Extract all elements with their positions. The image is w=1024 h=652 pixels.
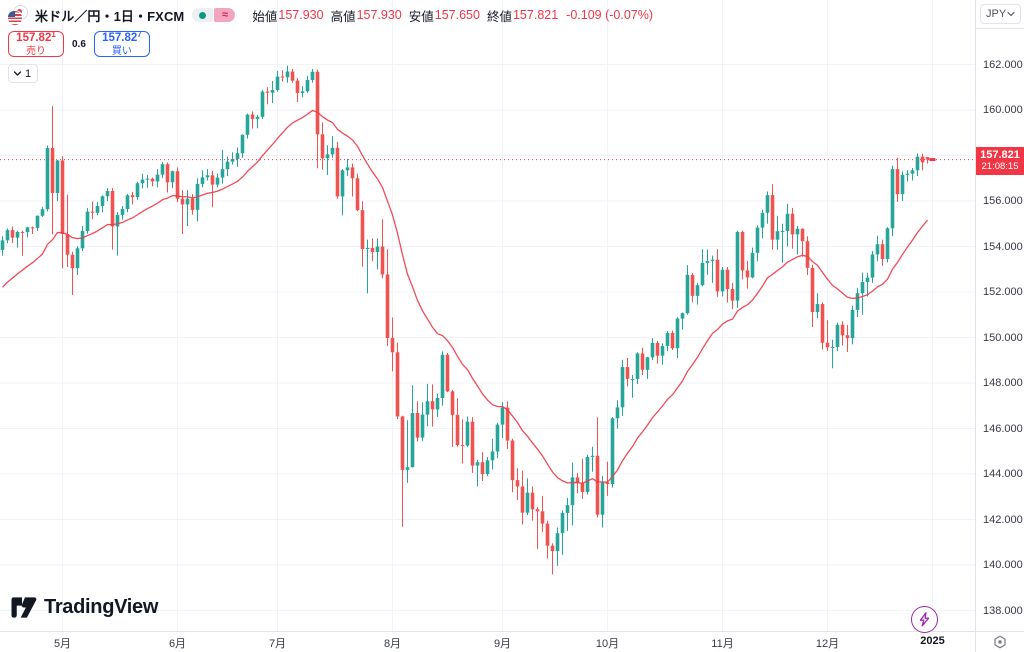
time-axis-label: 7月	[268, 638, 287, 650]
change-value: -0.109 (-0.07%)	[566, 8, 654, 22]
close-value: 157.821	[512, 8, 559, 22]
symbol-title[interactable]: 米ドル／円・1日・FXCM	[35, 8, 185, 24]
low-value: 157.650	[434, 8, 480, 22]
bar-countdown: 21:08:15	[981, 161, 1019, 173]
price-axis-label: 140.000	[983, 559, 1023, 571]
market-open-dot-icon	[192, 8, 214, 22]
gear-icon	[994, 635, 1006, 649]
interval-label: 1	[25, 67, 32, 80]
market-status-badges[interactable]: ≈	[192, 8, 236, 22]
open-label: 始値	[252, 9, 278, 24]
interval-selector-button[interactable]: 1	[8, 64, 39, 83]
currency-dropdown[interactable]: JPY	[980, 4, 1021, 24]
symbol-header: 米ドル／円・1日・FXCM ≈ 始値 157.930 高値 157.930 安値…	[8, 4, 653, 26]
price-axis-label: 154.000	[983, 240, 1023, 253]
price-axis-label: 150.000	[983, 331, 1023, 344]
currency-label: JPY	[986, 8, 1007, 20]
tradingview-logo[interactable]: TradingView	[10, 596, 158, 619]
time-axis-label: 2025	[920, 635, 945, 647]
time-axis-label: 6月	[168, 638, 187, 650]
ohlc-values: 始値 157.930 高値 157.930 安値 157.650 終値 157.…	[252, 6, 653, 25]
delayed-data-icon: ≈	[214, 8, 236, 22]
price-axis-label: 144.000	[983, 468, 1023, 480]
price-axis-label: 162.000	[983, 58, 1023, 71]
price-axis-label: 142.000	[983, 513, 1023, 526]
chevron-down-icon	[13, 71, 22, 76]
axis-separator-vertical	[975, 0, 976, 652]
open-value: 157.930	[278, 8, 324, 22]
time-axis-label: 9月	[493, 638, 512, 650]
price-axis[interactable]: JPY 162.000160.000158.000156.000154.0001…	[976, 0, 1024, 631]
axis-separator-horizontal	[0, 631, 1024, 632]
trade-panel: 157.821 売り 0.6 157.827 買い	[8, 31, 150, 57]
chevron-down-icon	[1007, 11, 1015, 17]
time-axis-label: 12月	[815, 638, 840, 650]
high-value: 157.930	[356, 8, 402, 22]
price-axis-label: 146.000	[983, 422, 1023, 435]
buy-button[interactable]: 157.827 買い	[93, 31, 150, 57]
buy-label: 買い	[111, 45, 132, 57]
time-axis-label: 8月	[383, 638, 402, 650]
tradingview-logo-text: TradingView	[44, 596, 159, 618]
current-price-label: 157.821 21:08:15	[976, 147, 1024, 176]
low-label: 安値	[408, 9, 434, 24]
lightning-bolt-icon	[919, 612, 930, 627]
time-axis-label: 10月	[595, 638, 620, 650]
axis-settings-button[interactable]	[976, 632, 1024, 652]
usdjpy-pair-flag-icon	[8, 5, 28, 25]
spread-value: 0.6	[72, 38, 86, 50]
chart-canvas[interactable]	[0, 0, 975, 631]
price-axis-label: 138.000	[983, 604, 1023, 617]
close-label: 終値	[486, 9, 512, 24]
price-axis-label: 152.000	[983, 286, 1023, 298]
tradingview-mark-icon	[11, 597, 37, 618]
price-axis-label: 156.000	[983, 195, 1023, 207]
sell-button[interactable]: 157.821 売り	[8, 31, 64, 57]
sell-label: 売り	[26, 45, 46, 57]
high-label: 高値	[330, 9, 356, 24]
time-axis-label: 11月	[711, 638, 734, 650]
time-axis-label: 5月	[53, 638, 72, 650]
time-axis[interactable]: 5月 6月 7月 8月 9月 10月 11月 12月 2025	[0, 632, 975, 652]
price-axis-label: 160.000	[983, 104, 1023, 116]
price-axis-label: 148.000	[983, 377, 1023, 389]
lightning-button[interactable]	[911, 606, 938, 633]
